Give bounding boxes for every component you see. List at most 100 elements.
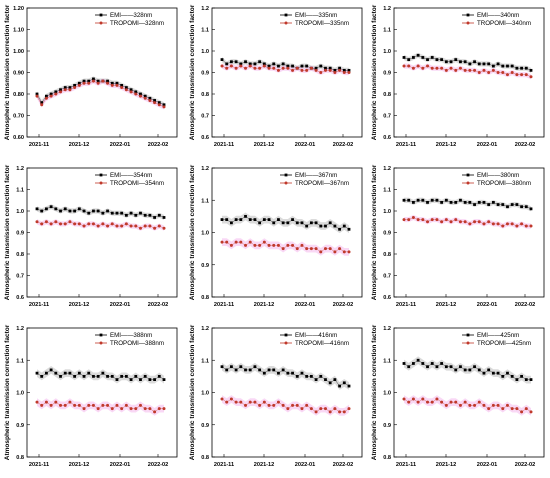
emi-point <box>59 209 62 213</box>
emi-point <box>520 66 523 70</box>
emi-point <box>45 94 48 98</box>
x-tick-label: 2022-01 <box>477 462 498 468</box>
emi-point <box>248 62 252 66</box>
emi-point <box>267 64 271 68</box>
legend-label: EMI——354nm <box>110 172 152 179</box>
legend-marker <box>284 21 288 25</box>
y-tick-label: 0.8 <box>383 252 391 258</box>
emi-point <box>328 66 332 70</box>
tropomi-point <box>220 64 224 68</box>
emi-point <box>115 211 119 215</box>
emi-point <box>515 378 519 381</box>
emi-point <box>124 213 128 217</box>
emi-point <box>515 203 519 206</box>
tropomi-point <box>463 68 467 72</box>
x-tick-label: 2021-12 <box>254 462 275 468</box>
tropomi-point <box>328 247 332 251</box>
y-axis-title: Atmospheric transmission correction fact… <box>371 4 378 140</box>
y-tick-label: 0.9 <box>201 263 209 269</box>
emi-point <box>520 374 523 378</box>
tropomi-point <box>305 68 309 72</box>
y-tick-label: 0.8 <box>383 92 391 98</box>
y-tick-label: 0.7 <box>383 114 391 120</box>
emi-point <box>120 211 124 215</box>
tropomi-point <box>267 66 271 70</box>
emi-point <box>92 77 95 81</box>
tropomi-point <box>482 68 486 72</box>
tropomi-point <box>162 105 166 109</box>
emi-point <box>491 201 495 204</box>
tropomi-point <box>129 224 133 228</box>
tropomi-point <box>435 397 439 401</box>
y-tick-label: 1.1 <box>201 198 209 204</box>
emi-point <box>487 62 491 66</box>
tropomi-point <box>421 218 425 222</box>
emi-point <box>402 56 406 59</box>
emi-point <box>412 56 415 59</box>
emi-point <box>148 378 152 381</box>
y-tick-label: 1.2 <box>201 6 209 12</box>
tropomi-point <box>328 410 332 414</box>
tropomi-point <box>229 397 233 401</box>
emi-point <box>157 101 161 104</box>
y-tick-label: 1.10 <box>13 28 24 34</box>
tropomi-point <box>477 71 481 74</box>
emi-point <box>515 66 519 70</box>
emi-point <box>134 374 138 378</box>
emi-point <box>402 198 406 202</box>
tropomi-point <box>468 403 472 407</box>
tropomi-point <box>416 64 420 68</box>
tropomi-point <box>491 222 495 226</box>
tropomi-point <box>239 64 243 68</box>
legend-marker <box>466 341 470 345</box>
tropomi-point <box>487 407 491 411</box>
legend-label: TROPOMI—328nm <box>110 20 164 27</box>
tropomi-point <box>143 224 147 228</box>
emi-point <box>520 205 523 209</box>
chart-panel-2: 0.6 0.7 0.8 0.9 1.0 1.1 1.2 2021-11 2021-12 2022-… <box>189 4 363 148</box>
legend-marker <box>284 341 288 345</box>
tropomi-point <box>510 222 514 226</box>
tropomi-point <box>328 68 332 72</box>
emi-point <box>338 66 341 70</box>
emi-point <box>230 221 233 225</box>
tropomi-point <box>342 71 346 74</box>
emi-point <box>342 224 346 228</box>
emi-point <box>45 371 48 375</box>
tropomi-point <box>319 71 323 74</box>
y-axis-title: Atmospheric transmission correction fact… <box>371 324 378 460</box>
tropomi-point <box>333 407 337 411</box>
tropomi-point <box>87 222 91 226</box>
emi-point <box>120 374 124 378</box>
y-tick-label: 1.2 <box>383 166 391 172</box>
emi-point <box>435 198 439 202</box>
emi-point <box>324 378 327 381</box>
emi-point <box>115 378 119 381</box>
emi-point <box>314 378 318 381</box>
emi-point <box>148 213 152 217</box>
emi-point <box>449 365 453 369</box>
tropomi-point <box>319 407 323 411</box>
tropomi-point <box>444 218 448 222</box>
y-tick-label: 1.0 <box>383 209 391 215</box>
emi-point <box>153 99 156 102</box>
emi-point <box>148 96 152 100</box>
legend-marker <box>99 333 103 337</box>
emi-point <box>529 378 533 381</box>
tropomi-point <box>35 400 39 404</box>
emi-point <box>496 203 500 206</box>
tropomi-point <box>430 218 434 222</box>
emi-point <box>529 207 533 211</box>
tropomi-point <box>101 222 105 226</box>
emi-point <box>440 58 444 61</box>
series-line <box>221 366 350 387</box>
emi-point <box>153 216 156 219</box>
emi-point <box>347 384 351 388</box>
legend-label: EMI——367nm <box>295 172 337 179</box>
legend-label: EMI——425nm <box>477 332 519 339</box>
tropomi-point <box>267 403 271 407</box>
x-tick-label: 2021-12 <box>69 142 90 148</box>
emi-point <box>110 211 114 215</box>
tropomi-point <box>520 73 524 77</box>
